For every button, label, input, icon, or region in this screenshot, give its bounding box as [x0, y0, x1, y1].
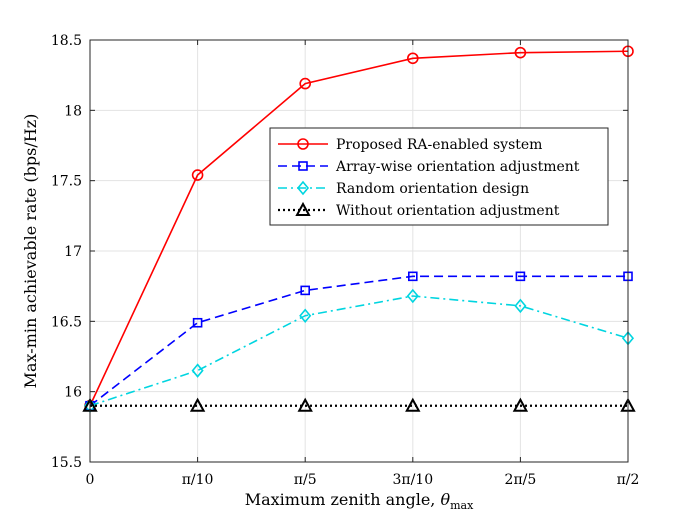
data-point [297, 397, 313, 412]
y-tick-label: 16.5 [51, 314, 82, 330]
data-point [514, 298, 527, 314]
series-line [89, 275, 628, 407]
x-tick-label: 3π/10 [392, 472, 433, 488]
data-point [189, 397, 206, 412]
data-point [515, 271, 526, 282]
legend: Proposed RA-enabled system Array-wise ori… [269, 127, 609, 226]
axis-ticks: 0 π/10 π/5 3π/10 2π/5 π/2 15.5 16 16.5 17 17.5 18 18… [51, 33, 640, 488]
y-tick-label: 16 [64, 385, 82, 401]
data-point [405, 397, 421, 412]
data-point [512, 397, 529, 412]
x-tick-label: 2π/5 [505, 472, 537, 488]
legend-item: Random orientation design [278, 180, 529, 197]
x-tick-label: 0 [86, 472, 95, 488]
data-point [191, 363, 204, 378]
series-layer [82, 45, 636, 413]
x-tick-label: π/5 [294, 472, 317, 488]
x-tick-label: π/2 [617, 472, 640, 488]
x-tick-label: π/10 [182, 472, 214, 488]
y-tick-label: 17 [64, 244, 82, 260]
x-axis-label-subscript: max [450, 499, 474, 512]
legend-label: Without orientation adjustment [336, 203, 560, 219]
data-point [514, 46, 527, 59]
data-point [192, 317, 203, 328]
data-point [191, 169, 204, 181]
series-line [89, 50, 629, 407]
y-axis-label: Max-min achievable rate (bps/Hz) [21, 114, 40, 389]
legend-item: Proposed RA-enabled system [278, 137, 542, 153]
x-axis-label-text: Maximum zenith angle, [245, 490, 441, 509]
legend-marker [295, 201, 311, 216]
data-point [299, 308, 312, 323]
y-tick-label: 17.5 [51, 174, 82, 190]
data-point [406, 52, 419, 65]
data-point [300, 285, 311, 296]
x-axis-label-symbol: θ [440, 490, 450, 509]
series-random-orientation-design [83, 288, 635, 413]
y-tick-label: 18 [64, 103, 82, 119]
y-tick-label: 15.5 [51, 455, 82, 471]
data-point [299, 77, 312, 90]
series-line [89, 295, 629, 407]
legend-label: Random orientation design [336, 181, 529, 197]
legend-marker [296, 180, 310, 196]
legend-label: Proposed RA-enabled system [336, 137, 542, 153]
data-point [406, 288, 419, 304]
legend-item: Array-wise orientation adjustment [278, 159, 580, 175]
legend-marker [297, 138, 309, 150]
legend-label: Array-wise orientation adjustment [335, 159, 580, 175]
y-tick-label: 18.5 [51, 33, 82, 49]
legend-item: Without orientation adjustment [278, 201, 560, 219]
legend-marker [298, 161, 308, 171]
data-point [407, 271, 418, 282]
x-axis-label: Maximum zenith angle, θmax [245, 490, 474, 512]
